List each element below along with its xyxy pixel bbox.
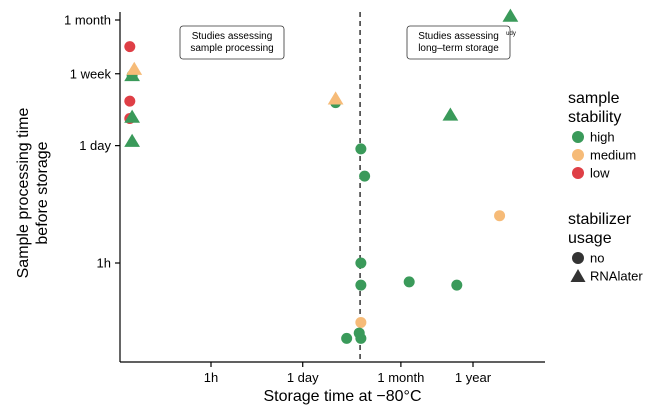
annotation-text: sample processing: [190, 43, 273, 54]
data-point-high-circle: [403, 276, 415, 288]
data-point-high-circle: [341, 332, 353, 344]
data-point-high-triangle: [502, 8, 519, 22]
axes: 1h 1 day 1 month 1 year 1h 1 day 1 week 1 month…: [15, 12, 545, 405]
annotation-text: Studies assessing: [192, 31, 273, 42]
y-tick-label: 1h: [97, 256, 111, 271]
data-point-high-circle: [451, 279, 463, 291]
legend-shape-title: stabilizer: [568, 211, 632, 228]
legend-key-high: [572, 131, 584, 143]
data-point-high-triangle: [124, 109, 140, 123]
data-points: [124, 8, 519, 344]
data-point-medium-circle: [494, 210, 506, 222]
legend-key-circle: [572, 252, 584, 264]
legend-label-high: high: [590, 130, 615, 145]
legend-color-title: sample: [568, 90, 620, 107]
legend-label-RNAlater: RNAlater: [590, 269, 643, 284]
annotation-box: [406, 25, 511, 60]
annotation-box: [179, 25, 285, 60]
legend-key-low: [572, 167, 584, 179]
legend-shape-title: usage: [568, 230, 612, 247]
legend-label-no: no: [590, 251, 604, 266]
data-point-medium-triangle: [126, 61, 143, 75]
x-tick-label: 1 month: [377, 370, 424, 385]
annotation-fragment: udy: [506, 31, 516, 37]
data-point-high-triangle: [124, 133, 140, 147]
legend-label-medium: medium: [590, 148, 636, 163]
legend: sample stability high medium low stabilizer us…: [568, 90, 643, 284]
data-point-medium-circle: [355, 316, 367, 328]
annotation-text: long–term storage: [418, 43, 499, 54]
x-axis-title: Storage time at −80°C: [263, 388, 421, 405]
data-point-medium-triangle: [327, 91, 344, 105]
x-tick-label: 1 year: [455, 370, 492, 385]
x-tick-label: 1h: [204, 370, 218, 385]
data-point-high-triangle: [442, 107, 459, 121]
legend-key-medium: [572, 149, 584, 161]
y-tick-label: 1 month: [64, 13, 111, 28]
data-point-high-circle: [355, 143, 367, 155]
y-tick-label: 1 week: [70, 66, 112, 81]
annotation-text: Studies assessing: [418, 31, 499, 42]
legend-color-title: stability: [568, 109, 621, 126]
legend-key-triangle: [570, 269, 586, 282]
data-point-high-circle: [355, 332, 367, 344]
data-point-high-circle: [355, 257, 367, 269]
data-point-low-circle: [124, 41, 136, 53]
y-axis-title-line: Sample processing time: [15, 108, 32, 279]
y-axis-title: Sample processing time before storage: [15, 108, 51, 279]
x-tick-label: 1 day: [287, 370, 319, 385]
legend-label-low: low: [590, 166, 610, 181]
y-axis-title-line: before storage: [34, 141, 51, 244]
data-point-high-circle: [355, 279, 367, 291]
data-point-low-circle: [124, 95, 136, 107]
y-tick-label: 1 day: [79, 138, 111, 153]
data-point-high-circle: [359, 170, 371, 182]
